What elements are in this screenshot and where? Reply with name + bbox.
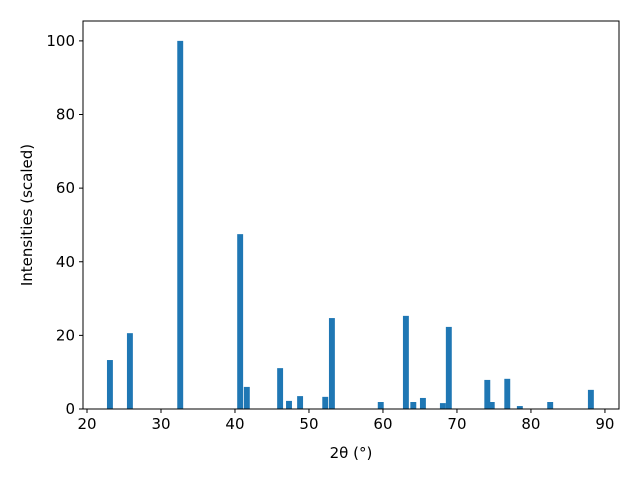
bar <box>126 333 133 409</box>
x-tick-label: 70 <box>447 415 466 433</box>
y-tick-label: 20 <box>56 326 75 344</box>
plot-frame <box>82 20 620 410</box>
x-tick-label: 60 <box>373 415 392 433</box>
x-tick-label: 50 <box>299 415 318 433</box>
y-tick-label: 40 <box>56 253 75 271</box>
bar <box>484 379 491 409</box>
bar <box>243 386 250 409</box>
bar <box>237 234 244 409</box>
bar <box>504 378 511 409</box>
x-tick-label: 30 <box>151 415 170 433</box>
bar <box>445 326 452 409</box>
bar <box>286 400 292 409</box>
bar <box>322 396 329 409</box>
bar <box>377 402 384 409</box>
bar <box>106 360 113 409</box>
bar <box>410 402 417 409</box>
y-tick-label: 80 <box>56 106 75 124</box>
x-tick-label: 80 <box>521 415 540 433</box>
x-tick-label: 40 <box>225 415 244 433</box>
bar <box>587 389 594 409</box>
y-tick-label: 100 <box>46 32 75 50</box>
bar <box>419 397 426 409</box>
y-tick-label: 60 <box>56 179 75 197</box>
bar <box>177 40 184 409</box>
bar <box>547 402 554 409</box>
x-tick-label: 20 <box>77 415 96 433</box>
bar <box>277 368 284 409</box>
y-tick-label: 0 <box>65 400 75 418</box>
bar <box>402 315 409 409</box>
bar <box>516 406 523 409</box>
x-tick-label: 90 <box>595 415 614 433</box>
bar <box>328 318 335 409</box>
bar <box>297 396 304 409</box>
y-axis-label: Intensities (scaled) <box>18 144 36 286</box>
bar <box>488 402 495 409</box>
bar <box>439 403 446 409</box>
x-axis-label: 2θ (°) <box>330 444 373 462</box>
